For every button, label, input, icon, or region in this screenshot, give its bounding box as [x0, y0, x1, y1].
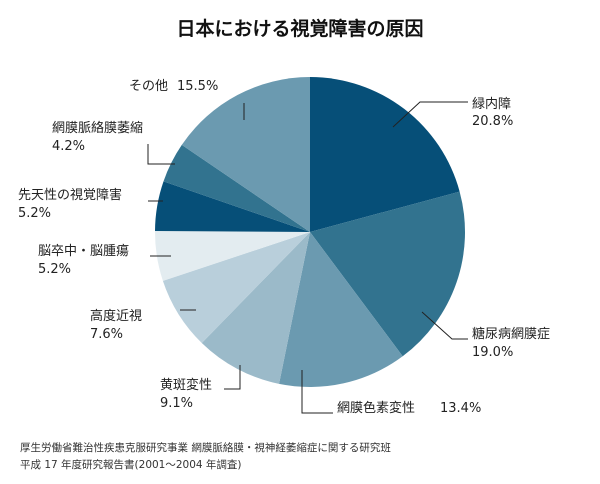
pie-slice-6 [155, 181, 310, 232]
pie-slice-0 [310, 77, 460, 232]
slice-name-8: その他 [129, 79, 168, 94]
slice-name-7: 網膜脈絡膜萎縮 [52, 120, 143, 136]
slice-value-1: 19.0% [472, 345, 513, 360]
chart-title: 日本における視覚障害の原因 [176, 18, 424, 40]
source-line-1: 厚生労働省難治性疾患克服研究事業 網膜脈絡膜・視神経萎縮症に関する研究班 [20, 442, 391, 454]
pie-slice-5 [155, 231, 310, 281]
source-line-2: 平成 17 年度研究報告書(2001〜2004 年調査) [20, 459, 242, 471]
slice-value-5: 5.2% [38, 262, 71, 277]
leader-line-1 [421, 311, 468, 340]
slice-name-6: 先天性の視覚障害 [18, 187, 122, 203]
pie-slice-4 [162, 232, 310, 343]
slice-name-4: 高度近視 [90, 308, 142, 324]
slice-name-0: 緑内障 [472, 96, 511, 112]
slice-value-6: 5.2% [18, 206, 51, 221]
slice-value-2: 13.4% [440, 401, 481, 416]
leader-line-0 [392, 101, 468, 128]
leader-line-3 [224, 365, 241, 390]
leader-line-7 [147, 144, 175, 165]
slice-value-3: 9.1% [160, 396, 193, 411]
slice-name-5: 脳卒中・脳腫瘍 [38, 243, 129, 259]
pie-slice-7 [163, 144, 310, 232]
slice-name-1: 糖尿病網膜症 [472, 326, 550, 342]
slice-value-7: 4.2% [52, 139, 85, 154]
slice-value-4: 7.6% [90, 327, 123, 342]
slice-value-8: 15.5% [177, 79, 218, 94]
pie-slice-1 [310, 191, 466, 357]
slice-name-2: 網膜色素変性 [337, 400, 415, 416]
pie-slice-3 [201, 232, 310, 384]
pie-slice-8 [181, 77, 310, 232]
slice-name-3: 黄斑変性 [160, 377, 212, 393]
slice-value-0: 20.8% [472, 114, 513, 129]
leader-line-2 [301, 370, 333, 414]
pie-slice-2 [279, 232, 403, 387]
